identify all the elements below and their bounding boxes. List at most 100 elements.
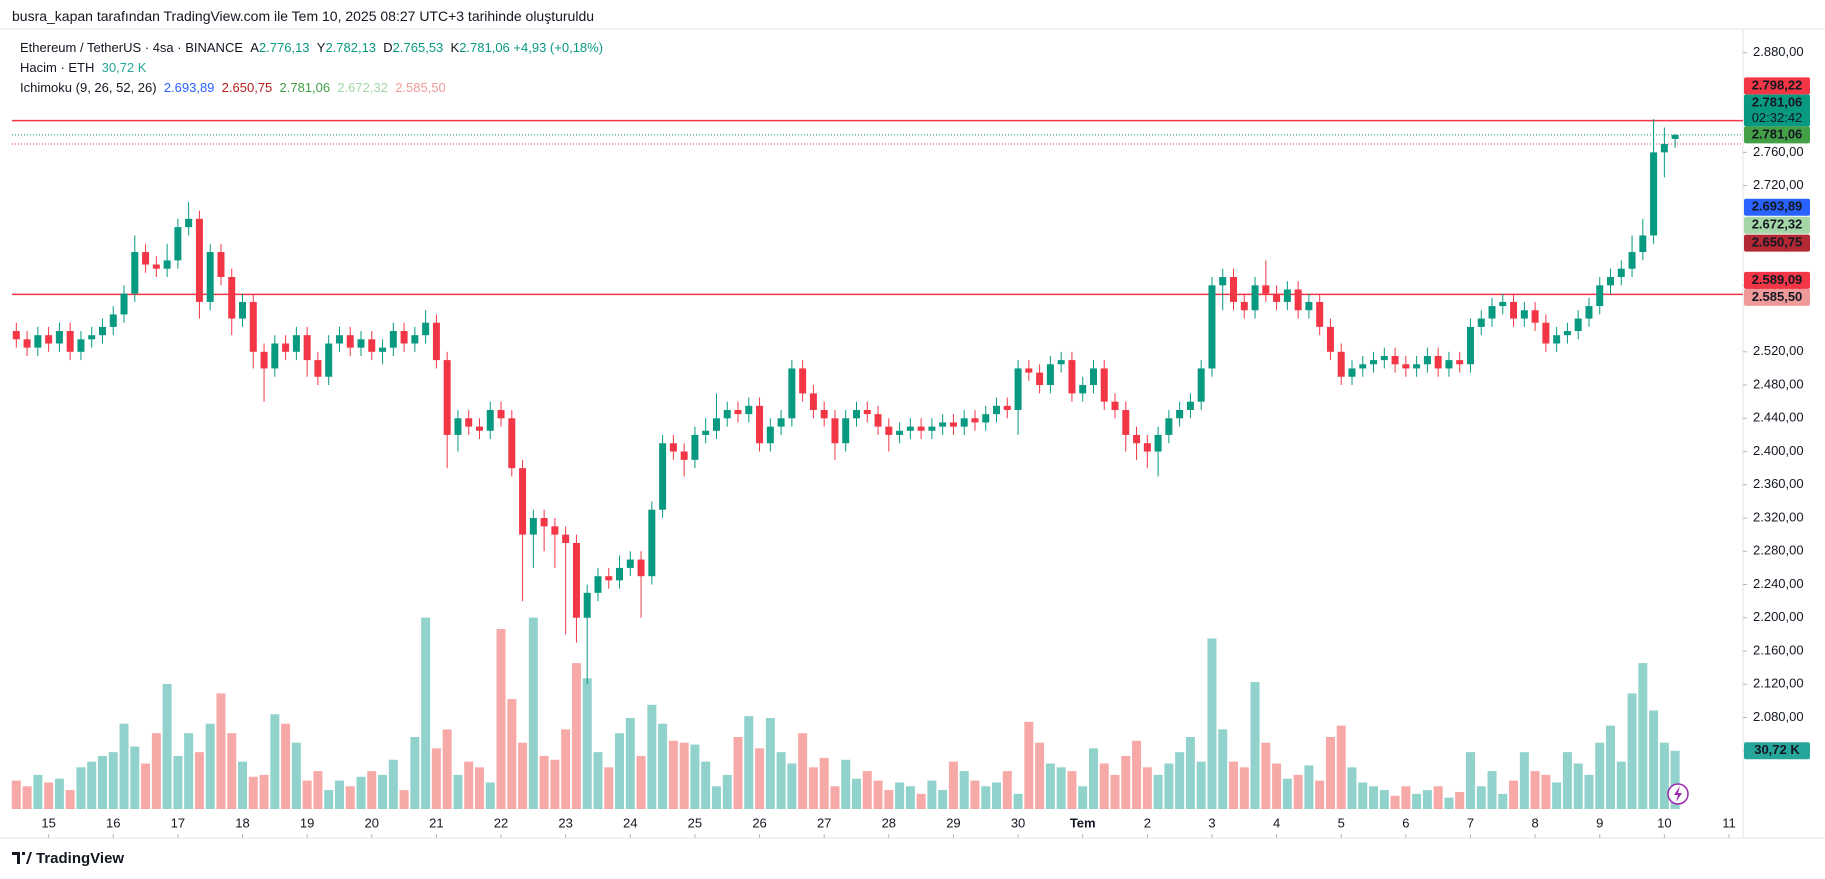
y-tick-label: 2.520,00 [1753, 343, 1804, 358]
volume-bar [1153, 774, 1163, 809]
volume-bar [44, 782, 54, 809]
volume-bar [1541, 774, 1551, 809]
candle-body [1456, 360, 1464, 365]
candle-body [1122, 409, 1130, 435]
candle-body [842, 418, 850, 444]
price-label-box [1744, 271, 1810, 289]
candle-body [1176, 409, 1184, 419]
volume-bar [938, 790, 948, 809]
candle-body [1305, 301, 1313, 311]
volume-bar [130, 746, 140, 809]
candle-body [486, 409, 494, 431]
volume-bar [1325, 736, 1335, 809]
volume-bar [367, 771, 377, 809]
volume-bar [162, 683, 172, 809]
candle-body [820, 409, 828, 419]
candle-body [648, 509, 656, 577]
volume-bar [571, 663, 581, 809]
candle-body [616, 567, 624, 581]
x-tick-label: 29 [946, 815, 960, 830]
volume-bar [690, 744, 700, 809]
volume-bar [658, 723, 668, 809]
volume-bar [442, 729, 452, 809]
candle-body [1380, 355, 1388, 361]
volume-bar [582, 678, 592, 809]
ohlc-key: A [250, 40, 259, 55]
volume-bar [1422, 790, 1432, 809]
x-tick-label: 10 [1657, 815, 1671, 830]
candle-body [346, 335, 354, 348]
candle-body [55, 331, 63, 344]
volume-bar [108, 752, 118, 809]
candle-body [874, 414, 882, 427]
candle-body [1563, 331, 1571, 336]
candle-body [1337, 351, 1345, 377]
y-tick-label: 2.720,00 [1753, 177, 1804, 192]
candle-body [325, 343, 333, 377]
candle-body [206, 252, 214, 302]
candle-body [777, 418, 785, 427]
brand: TradingView [36, 850, 125, 867]
volume-bar [981, 786, 991, 809]
x-tick-label: 8 [1531, 815, 1538, 830]
candle-body [1542, 322, 1550, 344]
candle-body [1251, 285, 1259, 311]
candle-body [1639, 235, 1647, 253]
volume-bar [1552, 782, 1562, 809]
volume-bar [636, 755, 646, 809]
candle-body [282, 343, 290, 352]
price-label-box [1744, 77, 1810, 95]
candle-body [1046, 364, 1054, 386]
candle-body [1596, 285, 1604, 307]
volume-bar [1369, 786, 1379, 809]
volume-bar [615, 733, 625, 809]
candle-body [1057, 360, 1065, 365]
candle-body [1391, 355, 1399, 365]
candle-body [1197, 368, 1205, 402]
legend: Ethereum / TetherUS · 4sa · BINANCE A2.7… [20, 38, 603, 98]
candle-body [896, 430, 904, 435]
candle-body [917, 426, 925, 431]
volume-bar [1056, 767, 1066, 809]
volume-bar [1045, 763, 1055, 809]
volume-bar [11, 780, 21, 809]
x-tick-label: 20 [365, 815, 379, 830]
candle-body [1413, 364, 1421, 369]
volume-bar [604, 767, 614, 809]
price-label: 2.672,32 [1752, 217, 1803, 232]
candle-body [432, 322, 440, 361]
x-tick-label: 9 [1596, 815, 1603, 830]
candle-body [852, 409, 860, 419]
volume-bar [1304, 765, 1314, 809]
ohlc-value: 2.776,13 [258, 40, 310, 55]
candle-body [1607, 277, 1615, 286]
candle-body [702, 430, 710, 435]
volume-bar [227, 733, 237, 809]
candle-body [400, 331, 408, 344]
volume-bar [776, 752, 786, 809]
candle-body [1326, 326, 1334, 352]
price-label: 2.693,89 [1752, 199, 1803, 214]
volume-bar [65, 790, 75, 809]
price-label: 2.589,09 [1752, 272, 1803, 287]
candle-body [1154, 434, 1162, 452]
volume-bar [1185, 736, 1195, 809]
x-tick-label: 23 [558, 815, 572, 830]
volume-bar [76, 767, 86, 809]
volume-bar [970, 780, 980, 809]
candle-body [411, 335, 419, 344]
volume-bar [905, 786, 915, 809]
candle-body [1370, 360, 1378, 365]
volume-bar [1573, 763, 1583, 809]
candle-body [605, 576, 613, 581]
ichimoku-value: 2.585,50 [395, 80, 446, 95]
x-tick-label: 30 [1011, 815, 1025, 830]
candle-body [551, 526, 559, 535]
x-tick-label: 3 [1208, 815, 1215, 830]
candle-body [928, 426, 936, 431]
volume-bar [1336, 725, 1346, 809]
x-tick-label: 21 [429, 815, 443, 830]
candle-body [88, 335, 96, 340]
volume-bar [485, 782, 495, 809]
